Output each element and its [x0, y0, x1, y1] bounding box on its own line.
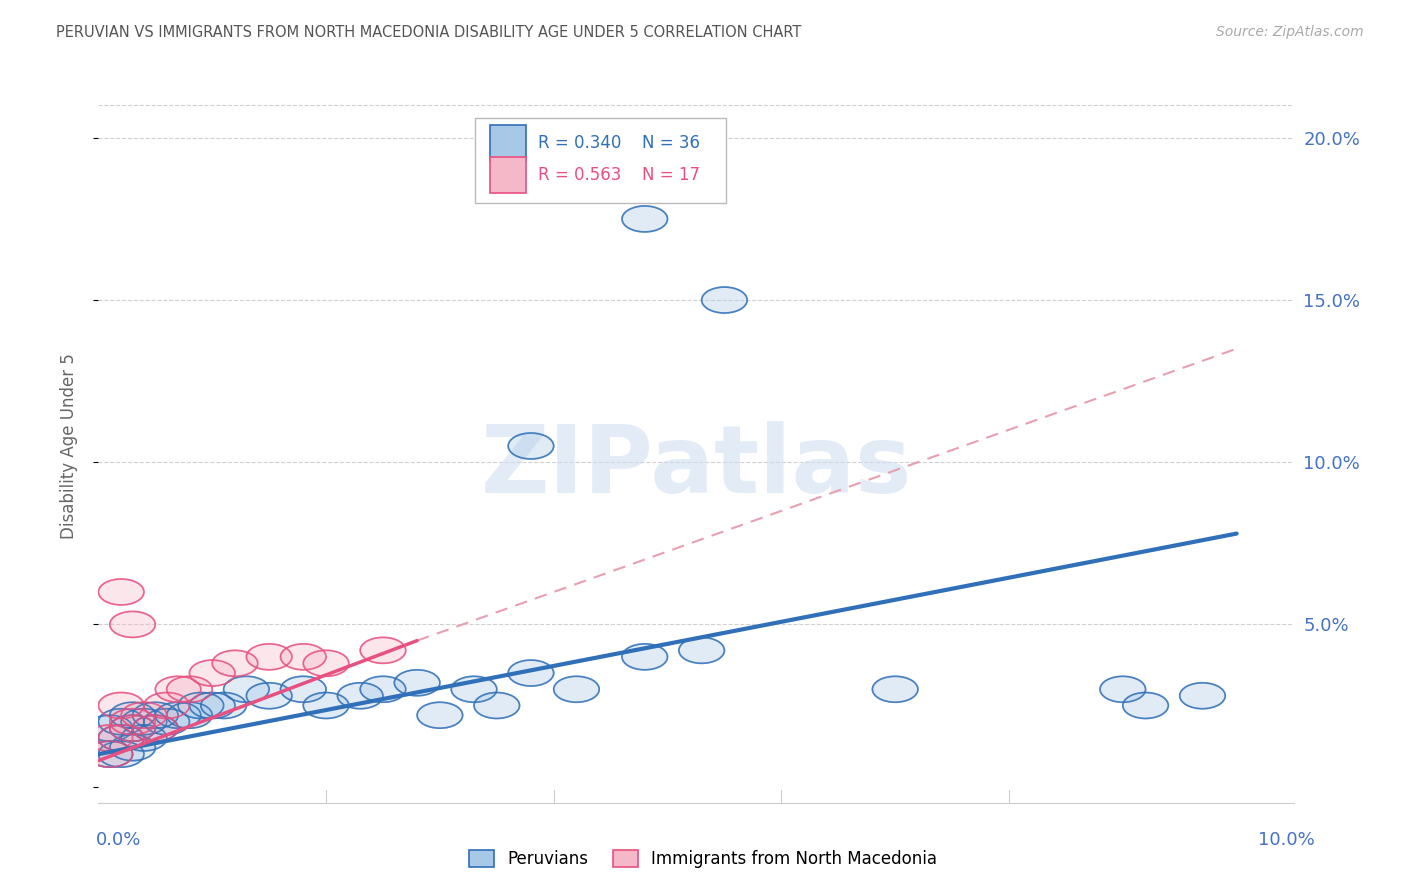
Ellipse shape [190, 660, 235, 686]
Ellipse shape [110, 715, 155, 741]
Legend: Peruvians, Immigrants from North Macedonia: Peruvians, Immigrants from North Macedon… [463, 843, 943, 875]
Ellipse shape [98, 579, 143, 605]
Ellipse shape [87, 715, 132, 741]
Ellipse shape [508, 433, 554, 459]
Ellipse shape [143, 709, 190, 735]
Ellipse shape [304, 650, 349, 676]
Ellipse shape [394, 670, 440, 696]
Ellipse shape [304, 692, 349, 718]
Ellipse shape [179, 692, 224, 718]
Ellipse shape [1180, 682, 1225, 709]
Ellipse shape [190, 692, 235, 718]
Ellipse shape [110, 715, 155, 741]
Ellipse shape [98, 741, 143, 767]
Ellipse shape [281, 644, 326, 670]
Bar [491, 157, 526, 193]
Ellipse shape [360, 638, 406, 664]
Ellipse shape [679, 638, 724, 664]
Ellipse shape [110, 702, 155, 728]
Ellipse shape [167, 676, 212, 702]
Ellipse shape [132, 715, 179, 741]
Text: Source: ZipAtlas.com: Source: ZipAtlas.com [1216, 25, 1364, 39]
Ellipse shape [702, 287, 747, 313]
Ellipse shape [87, 725, 132, 751]
FancyBboxPatch shape [475, 118, 725, 203]
Ellipse shape [246, 644, 292, 670]
Text: ZIPatlas: ZIPatlas [481, 421, 911, 514]
Ellipse shape [1099, 676, 1146, 702]
Ellipse shape [201, 692, 246, 718]
Ellipse shape [121, 702, 167, 728]
Ellipse shape [110, 709, 155, 735]
Ellipse shape [554, 676, 599, 702]
Text: 10.0%: 10.0% [1258, 831, 1315, 849]
Text: R = 0.340: R = 0.340 [538, 134, 621, 152]
Ellipse shape [451, 676, 496, 702]
Bar [491, 125, 526, 161]
Text: N = 36: N = 36 [643, 134, 700, 152]
Ellipse shape [121, 709, 167, 735]
Ellipse shape [360, 676, 406, 702]
Ellipse shape [212, 650, 257, 676]
Text: N = 17: N = 17 [643, 166, 700, 184]
Ellipse shape [337, 682, 382, 709]
Ellipse shape [132, 715, 179, 741]
Ellipse shape [621, 644, 668, 670]
Text: 0.0%: 0.0% [96, 831, 141, 849]
Ellipse shape [1123, 692, 1168, 718]
Ellipse shape [132, 702, 179, 728]
Ellipse shape [110, 735, 155, 761]
Ellipse shape [246, 682, 292, 709]
Ellipse shape [474, 692, 520, 718]
Ellipse shape [98, 725, 143, 751]
Ellipse shape [281, 676, 326, 702]
Y-axis label: Disability Age Under 5: Disability Age Under 5 [59, 353, 77, 539]
Ellipse shape [508, 660, 554, 686]
Ellipse shape [155, 676, 201, 702]
Text: PERUVIAN VS IMMIGRANTS FROM NORTH MACEDONIA DISABILITY AGE UNDER 5 CORRELATION C: PERUVIAN VS IMMIGRANTS FROM NORTH MACEDO… [56, 25, 801, 40]
Ellipse shape [143, 692, 190, 718]
Ellipse shape [167, 702, 212, 728]
Ellipse shape [872, 676, 918, 702]
Ellipse shape [224, 676, 269, 702]
Ellipse shape [110, 611, 155, 638]
Ellipse shape [98, 725, 143, 751]
Ellipse shape [155, 702, 201, 728]
Ellipse shape [87, 741, 132, 767]
Ellipse shape [121, 725, 167, 751]
Ellipse shape [98, 709, 143, 735]
Ellipse shape [418, 702, 463, 728]
Text: R = 0.563: R = 0.563 [538, 166, 621, 184]
Ellipse shape [87, 741, 132, 767]
Ellipse shape [98, 692, 143, 718]
Ellipse shape [621, 206, 668, 232]
